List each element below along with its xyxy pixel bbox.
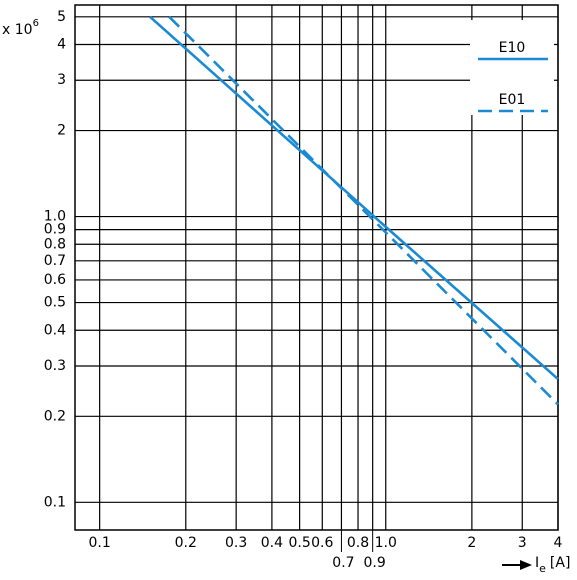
- y-tick-label: 0.1: [44, 494, 66, 510]
- x-tick-label: 0.4: [261, 535, 283, 551]
- y-tick-label: 0.4: [44, 322, 66, 338]
- legend-box: [470, 20, 554, 115]
- x-label-sub: e: [539, 562, 546, 575]
- series-line: [149, 15, 559, 381]
- legend-label: E01: [499, 92, 526, 108]
- plot-border: [74, 4, 559, 531]
- y-scale-exponent: 6: [33, 18, 39, 29]
- arrow-head: [520, 560, 532, 570]
- legend-label: E10: [499, 40, 526, 56]
- x-tick-label: 1.0: [375, 535, 397, 551]
- y-tick-label: 5: [57, 9, 66, 25]
- x-tick-label: 2: [467, 535, 476, 551]
- x-label-unit: [A]: [550, 555, 571, 571]
- y-scale-note: x 106: [2, 18, 39, 38]
- x-tick-label: 0.1: [89, 535, 111, 551]
- x-tick-label: 0.2: [175, 535, 197, 551]
- y-scale-base: x 10: [2, 22, 33, 38]
- x-tick-label: 4: [554, 535, 563, 551]
- x-tick-label: 0.8: [347, 535, 369, 551]
- y-tick-label: 0.7: [44, 253, 66, 269]
- y-tick-label: 3: [57, 72, 66, 88]
- x-label: Ie [A]: [535, 555, 570, 575]
- y-tick-label: 4: [57, 37, 66, 53]
- x-axis-title: Ie [A]: [502, 555, 570, 575]
- y-tick-label: 1.0: [44, 209, 66, 225]
- y-tick-label: 0.8: [44, 236, 66, 252]
- x-tick-label: 3: [518, 535, 527, 551]
- legend: E10 E01: [470, 20, 554, 115]
- x-tick-label: 0.5: [288, 535, 310, 551]
- x-tick-label: 0.6: [311, 535, 333, 551]
- x-tick-label: 0.7: [332, 555, 354, 571]
- y-tick-label: 0.9: [44, 222, 66, 238]
- series-line: [168, 15, 559, 406]
- x-tick-label: 0.3: [225, 535, 247, 551]
- y-tick-label: 0.6: [44, 272, 66, 288]
- y-tick-label: 0.2: [44, 408, 66, 424]
- y-tick-label: 2: [57, 123, 66, 139]
- y-tick-label: 0.5: [44, 295, 66, 311]
- x-label-main: I: [535, 555, 539, 571]
- x-tick-label: 0.9: [364, 555, 386, 571]
- y-tick-label: 0.3: [44, 358, 66, 374]
